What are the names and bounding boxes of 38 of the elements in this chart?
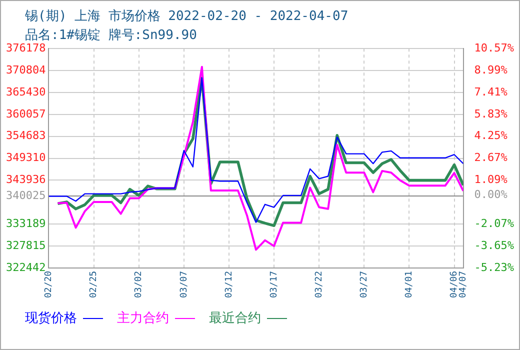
- y2-tick-label: -3.65%: [474, 238, 514, 252]
- legend-label: 现货价格: [25, 310, 78, 327]
- y-tick-label: 327815: [6, 238, 46, 252]
- y2-tick-label: 1.09%: [474, 173, 508, 186]
- x-tick-label: 03/12: [224, 270, 234, 298]
- y-tick-label: 343936: [6, 173, 46, 186]
- y-tick-label: 340025: [6, 189, 46, 202]
- x-tick-label: 03/17: [269, 270, 280, 298]
- x-tick-label: 04/06: [450, 270, 460, 298]
- y2-tick-label: 5.83%: [474, 107, 508, 120]
- x-tick-label: 03/22: [314, 270, 324, 298]
- y2-tick-label: -2.07%: [474, 216, 514, 230]
- x-tick-label: 03/02: [134, 270, 144, 298]
- x-tick-label: 02/20: [44, 270, 54, 298]
- y2-tick-label: 8.99%: [474, 63, 508, 76]
- y-tick-label: 354683: [6, 129, 46, 142]
- y-tick-label: 365430: [6, 85, 46, 98]
- x-tick-label: 04/01: [404, 270, 415, 298]
- y2-tick-label: 4.25%: [474, 129, 508, 142]
- y-tick-label: 376178: [6, 41, 46, 54]
- y2-tick-label: 7.41%: [474, 85, 508, 98]
- y-tick-label: 333189: [6, 216, 46, 230]
- y2-tick-label: -5.23%: [474, 260, 514, 274]
- chart-subtitle: 品名:1#锡锭 牌号:Sn99.90: [25, 27, 197, 43]
- y2-tick-label: 2.67%: [474, 151, 508, 164]
- legend-label: 最近合约: [209, 310, 262, 327]
- x-tick-label: 03/07: [179, 270, 190, 298]
- x-tick-label: 02/25: [89, 270, 100, 298]
- x-tick-label: 03/27: [359, 270, 370, 298]
- y-tick-label: 370804: [6, 63, 46, 76]
- chart-title: 锡(期) 上海 市场价格 2022-02-20 - 2022-04-07: [25, 8, 348, 25]
- y-tick-label: 349310: [6, 151, 46, 164]
- y-tick-label: 322442: [6, 260, 46, 274]
- legend-label: 主力合约: [117, 310, 170, 327]
- y2-tick-label: 10.57%: [474, 41, 514, 54]
- y-tick-label: 360057: [6, 107, 46, 120]
- x-tick-label: 04/07: [458, 270, 469, 298]
- y2-tick-label: 0.00%: [474, 188, 508, 202]
